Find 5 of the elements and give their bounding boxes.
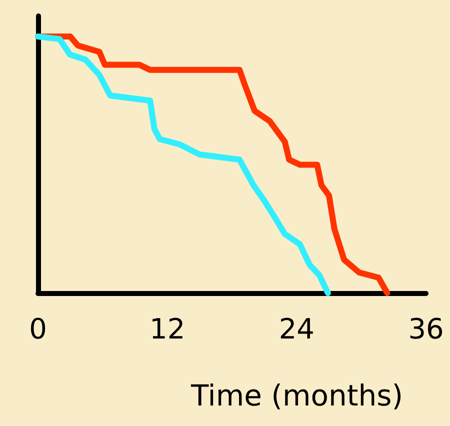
x-tick-label: 36 xyxy=(408,312,444,346)
x-tick-label: 24 xyxy=(278,312,314,346)
x-tick-label: 0 xyxy=(29,312,47,346)
x-axis-title: Time (months) xyxy=(190,378,404,412)
x-tick-label: 12 xyxy=(150,312,186,346)
